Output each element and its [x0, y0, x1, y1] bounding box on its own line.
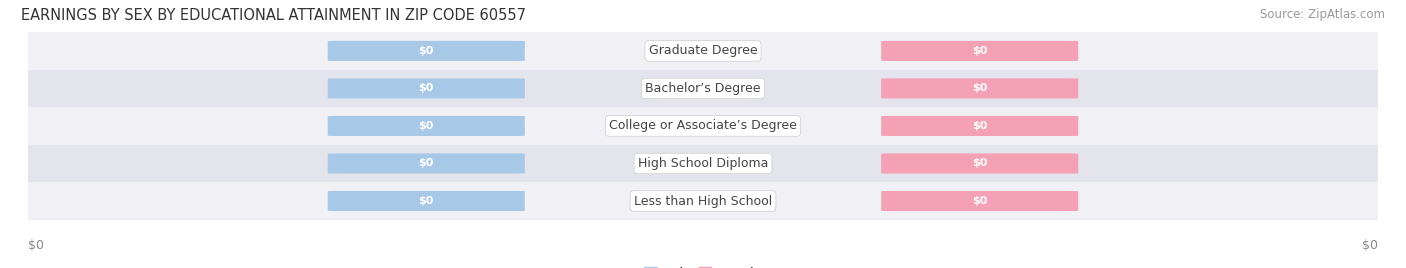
Text: $0: $0 [419, 46, 434, 56]
Text: EARNINGS BY SEX BY EDUCATIONAL ATTAINMENT IN ZIP CODE 60557: EARNINGS BY SEX BY EDUCATIONAL ATTAINMEN… [21, 8, 526, 23]
Text: $0: $0 [419, 196, 434, 206]
FancyBboxPatch shape [882, 78, 1078, 99]
FancyBboxPatch shape [882, 191, 1078, 211]
Text: $0: $0 [972, 46, 987, 56]
FancyBboxPatch shape [328, 191, 524, 211]
Text: $0: $0 [419, 158, 434, 169]
Text: $0: $0 [972, 158, 987, 169]
Text: Less than High School: Less than High School [634, 195, 772, 207]
Text: College or Associate’s Degree: College or Associate’s Degree [609, 120, 797, 132]
FancyBboxPatch shape [328, 41, 524, 61]
Legend: Male, Female: Male, Female [640, 262, 766, 268]
Bar [28, 182, 1378, 220]
Text: $0: $0 [972, 121, 987, 131]
Text: High School Diploma: High School Diploma [638, 157, 768, 170]
Bar [28, 107, 1378, 145]
Text: Bachelor’s Degree: Bachelor’s Degree [645, 82, 761, 95]
Text: $0: $0 [28, 239, 44, 252]
Bar [28, 145, 1378, 182]
FancyBboxPatch shape [882, 41, 1078, 61]
Text: $0: $0 [419, 121, 434, 131]
FancyBboxPatch shape [882, 116, 1078, 136]
Text: $0: $0 [419, 83, 434, 94]
FancyBboxPatch shape [328, 78, 524, 99]
Text: $0: $0 [972, 83, 987, 94]
Text: $0: $0 [972, 196, 987, 206]
Text: $0: $0 [1362, 239, 1378, 252]
FancyBboxPatch shape [328, 116, 524, 136]
Text: Graduate Degree: Graduate Degree [648, 44, 758, 57]
Text: Source: ZipAtlas.com: Source: ZipAtlas.com [1260, 8, 1385, 21]
FancyBboxPatch shape [328, 153, 524, 174]
Bar [28, 32, 1378, 70]
FancyBboxPatch shape [882, 153, 1078, 174]
Bar [28, 70, 1378, 107]
